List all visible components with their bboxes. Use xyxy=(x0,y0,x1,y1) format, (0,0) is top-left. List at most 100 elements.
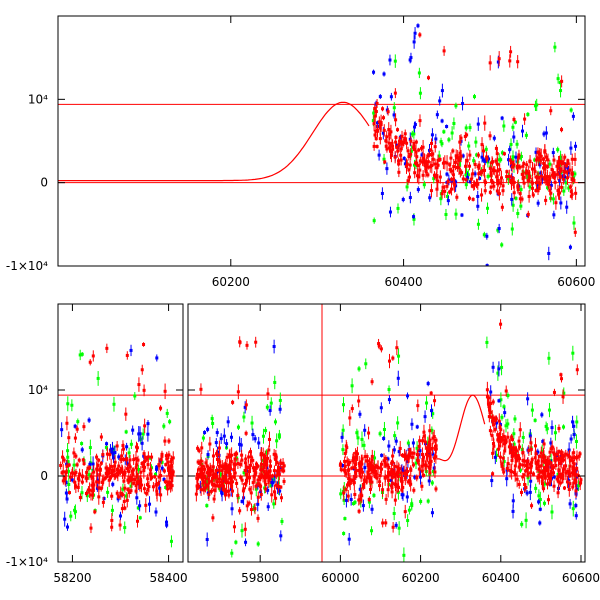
bottom-data-point xyxy=(67,482,71,486)
top-data-point xyxy=(418,168,422,172)
top-data-point xyxy=(495,175,499,179)
bottom-data-point xyxy=(428,471,432,475)
bottom-data-point xyxy=(540,449,544,453)
bottom-data-point xyxy=(253,507,257,511)
bottom-model-curve xyxy=(436,394,486,462)
bottom-data-point xyxy=(342,486,346,490)
bottom-data-point xyxy=(568,502,572,506)
bottom-data-point xyxy=(112,469,116,473)
bottom-data-point xyxy=(200,477,204,481)
bottom-data-point xyxy=(106,490,110,494)
top-data-point xyxy=(416,164,420,168)
bottom-data-point xyxy=(272,502,276,506)
bottom-data-point xyxy=(219,472,223,476)
bottom-data-point xyxy=(490,415,494,419)
top-data-point xyxy=(417,148,421,152)
top-data-point xyxy=(524,133,528,137)
bottom-data-point xyxy=(273,420,277,424)
bottom-data-point xyxy=(545,463,549,467)
top-data-point xyxy=(412,132,416,136)
bottom-data-point xyxy=(90,483,94,487)
bottom-data-point xyxy=(418,439,422,443)
bottom-data-point xyxy=(387,478,391,482)
bottom-data-point xyxy=(397,485,401,489)
bottom-data-point xyxy=(73,480,77,484)
bottom-data-point xyxy=(491,472,495,476)
bottom-data-point xyxy=(245,472,249,476)
bottom-data-point xyxy=(171,456,175,460)
top-data-point xyxy=(421,160,425,164)
bottom-data-point xyxy=(264,460,268,464)
top-data-point xyxy=(379,123,383,127)
top-data-point xyxy=(434,137,438,141)
top-data-point xyxy=(558,179,562,183)
bottom-data-point xyxy=(361,485,365,489)
bottom-data-point xyxy=(120,470,124,474)
bottom-data-point xyxy=(520,448,524,452)
bottom-data-point xyxy=(508,469,512,473)
bottom-data-point xyxy=(414,461,418,465)
bottom-data-point xyxy=(411,463,415,467)
bottom-data-point xyxy=(544,424,548,428)
bottom-data-point xyxy=(510,459,514,463)
bottom-data-point xyxy=(227,493,231,497)
bottom-data-point xyxy=(126,488,130,492)
bottom-data-point xyxy=(123,486,127,490)
bottom-data-point xyxy=(510,435,514,439)
top-data-point xyxy=(438,99,442,103)
top-data-point xyxy=(374,129,378,133)
top-data-point xyxy=(537,181,541,185)
bottom-data-point xyxy=(512,442,516,446)
top-data-point xyxy=(464,164,468,168)
bottom-data-point xyxy=(529,447,533,451)
bottom-data-point xyxy=(432,466,436,470)
top-data-point xyxy=(382,128,386,132)
bottom-data-point xyxy=(546,474,550,478)
bottom-data-point xyxy=(142,388,146,392)
top-data-point xyxy=(389,153,393,157)
bottom-data-point xyxy=(88,360,92,364)
top-data-point xyxy=(377,153,381,157)
bottom-data-point xyxy=(136,519,140,523)
bottom-data-point xyxy=(543,460,547,464)
top-data-point xyxy=(464,183,468,187)
bottom-x-tick-label: 60000 xyxy=(321,571,359,585)
top-data-point xyxy=(454,104,458,108)
bottom-data-point xyxy=(491,400,495,404)
top-data-point xyxy=(516,212,520,216)
bottom-data-point xyxy=(521,435,525,439)
bottom-data-point xyxy=(375,476,379,480)
bottom-data-point xyxy=(395,346,399,350)
bottom-data-point xyxy=(88,488,92,492)
top-data-point xyxy=(560,79,564,83)
bottom-data-point xyxy=(383,461,387,465)
bottom-data-point xyxy=(517,439,521,443)
top-data-point xyxy=(547,251,551,255)
bottom-data-point xyxy=(534,486,538,490)
bottom-data-point xyxy=(165,523,169,527)
bottom-data-point xyxy=(402,471,406,475)
bottom-data-point xyxy=(278,466,282,470)
bottom-data-point xyxy=(541,439,545,443)
top-data-point xyxy=(450,187,454,191)
bottom-data-point xyxy=(218,464,222,468)
bottom-data-point xyxy=(557,450,561,454)
bottom-data-point xyxy=(434,487,438,491)
bottom-data-point xyxy=(124,412,128,416)
top-data-point xyxy=(563,155,567,159)
bottom-data-point xyxy=(350,479,354,483)
bottom-data-point xyxy=(235,481,239,485)
bottom-data-point xyxy=(536,459,540,463)
bottom-data-point xyxy=(207,467,211,471)
bottom-data-point xyxy=(101,453,105,457)
bottom-data-point xyxy=(360,494,364,498)
bottom-data-point xyxy=(341,428,345,432)
bottom-data-point xyxy=(252,474,256,478)
bottom-data-point xyxy=(364,362,368,366)
bottom-data-point xyxy=(559,450,563,454)
bottom-data-point xyxy=(425,446,429,450)
bottom-data-point xyxy=(506,394,510,398)
bottom-data-point xyxy=(247,501,251,505)
bottom-data-point xyxy=(501,467,505,471)
bottom-data-point xyxy=(406,441,410,445)
